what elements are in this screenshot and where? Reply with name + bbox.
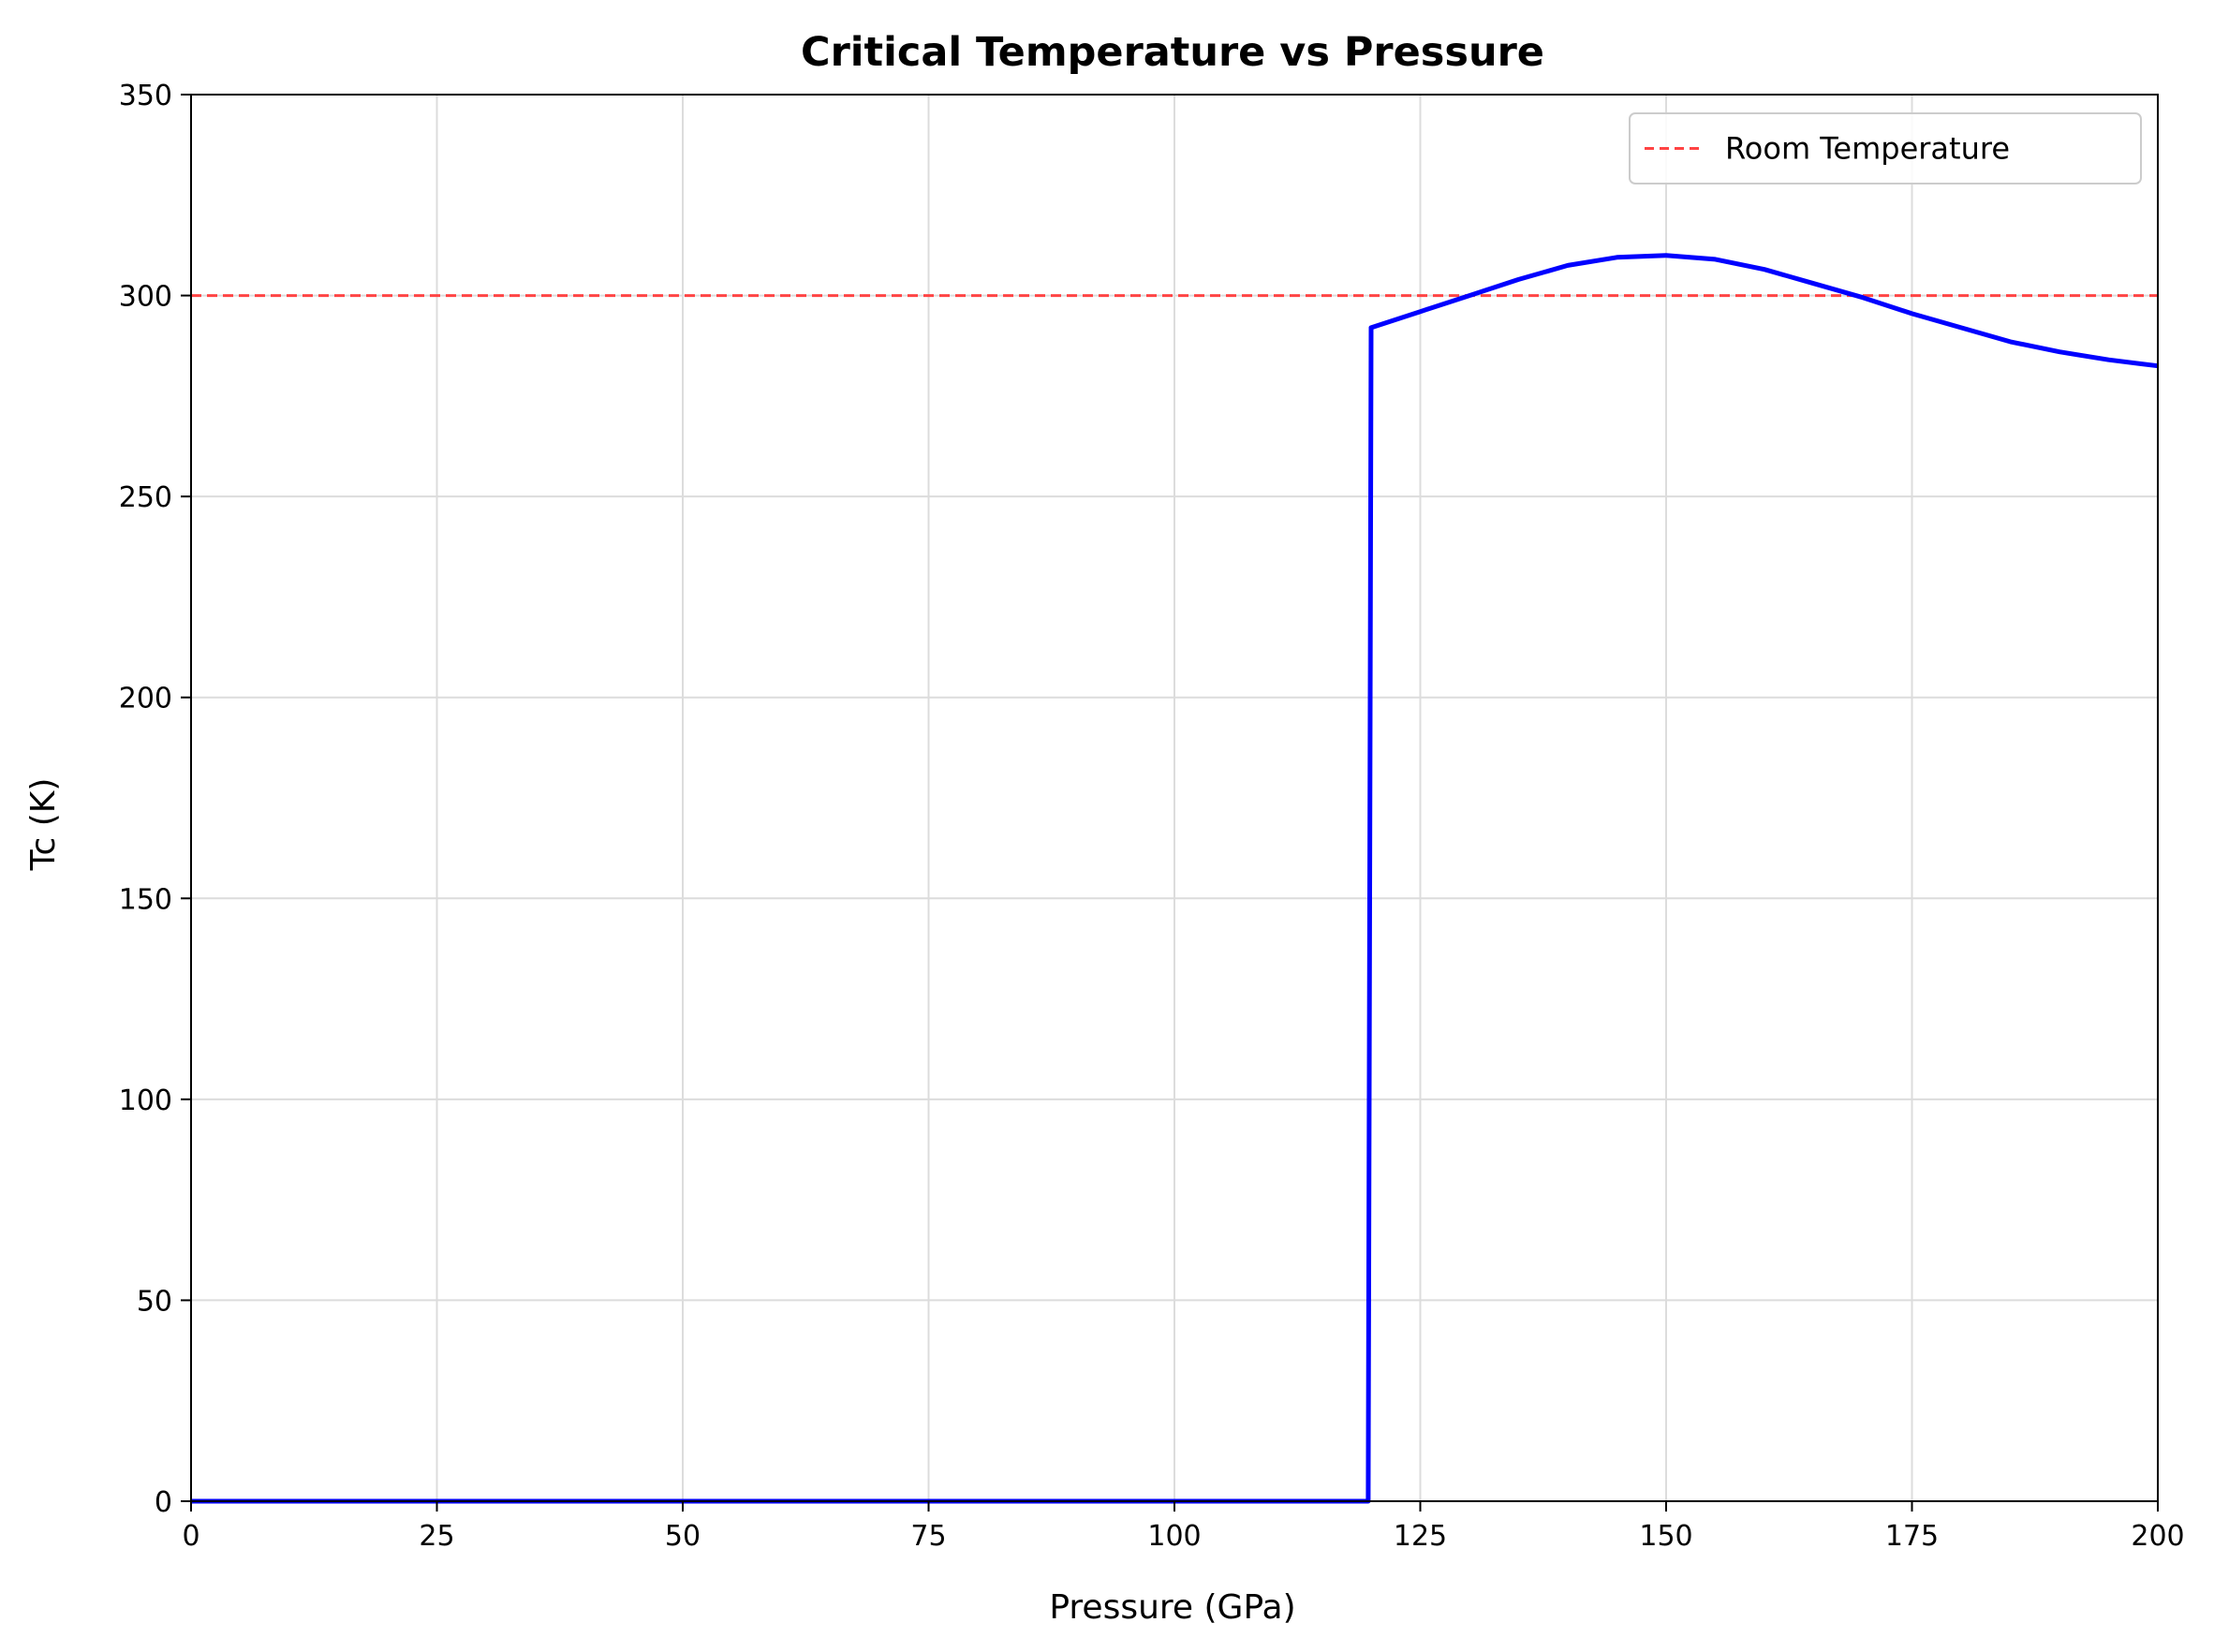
series-line-tc — [191, 253, 2159, 1504]
x-tick-label: 175 — [1885, 1520, 1939, 1553]
legend: Room Temperature — [1629, 112, 2142, 184]
x-tick-label: 0 — [182, 1520, 199, 1553]
legend-box — [1629, 112, 2142, 184]
y-axis-ticks: 0 50 100 150 200 250 300 350 — [119, 80, 191, 1519]
legend-label-room-temperature: Room Temperature — [1725, 131, 2010, 167]
x-tick-label: 200 — [2131, 1520, 2184, 1553]
x-axis-ticks: 0 25 50 75 100 125 150 175 200 — [182, 1501, 2185, 1553]
series-layer — [191, 253, 2159, 1504]
x-tick-label: 100 — [1147, 1520, 1201, 1553]
grid-lines — [190, 94, 2159, 1502]
x-axis-label: Pressure (GPa) — [1049, 1588, 1295, 1627]
x-tick-label: 25 — [419, 1520, 454, 1553]
chart-title: Critical Temperature vs Pressure — [801, 29, 1544, 76]
y-axis-label: Tc (K) — [24, 778, 63, 872]
x-tick-label: 125 — [1394, 1520, 1447, 1553]
y-tick-label: 250 — [119, 481, 172, 514]
x-tick-label: 50 — [665, 1520, 701, 1553]
y-tick-label: 0 — [155, 1486, 172, 1519]
y-tick-label: 200 — [119, 683, 172, 715]
y-tick-label: 150 — [119, 883, 172, 916]
x-tick-label: 75 — [910, 1520, 946, 1553]
y-tick-label: 350 — [119, 80, 172, 112]
x-tick-label: 150 — [1639, 1520, 1692, 1553]
y-tick-label: 100 — [119, 1084, 172, 1117]
y-tick-label: 50 — [137, 1285, 172, 1318]
y-tick-label: 300 — [119, 281, 172, 314]
